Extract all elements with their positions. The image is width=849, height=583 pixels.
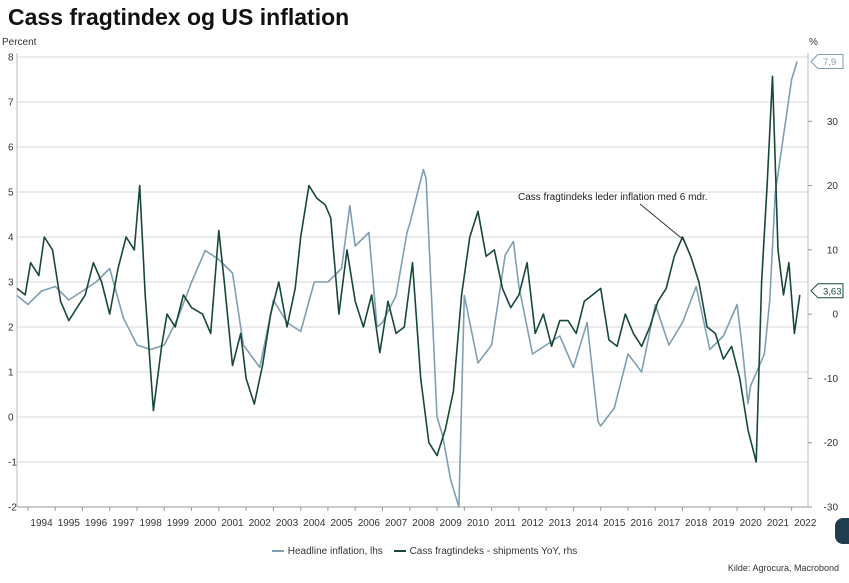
end-label-headline-text: 7,9: [823, 57, 836, 68]
x-tick-label: 2013: [549, 518, 572, 529]
left-tick-label: 0: [8, 413, 14, 424]
x-tick-label: 1998: [140, 518, 163, 529]
x-tick-label: 2005: [330, 518, 353, 529]
x-tick-label: 2007: [385, 518, 408, 529]
x-tick-label: 2001: [221, 518, 244, 529]
left-tick-label: 7: [8, 98, 14, 109]
series-layer: [16, 61, 801, 508]
left-tick-label: 8: [8, 53, 14, 64]
right-tick-label: -20: [824, 438, 839, 449]
left-tick-label: -1: [8, 458, 17, 469]
x-tick-label: 2000: [194, 518, 217, 529]
x-tick-label: 2019: [712, 518, 735, 529]
x-tick-label: 2002: [249, 518, 272, 529]
right-axis: -30 -20 -10 0 10 20 30%: [808, 37, 838, 514]
x-tick-label: 2016: [630, 518, 653, 529]
corner-logo-tab[interactable]: [835, 518, 849, 544]
legend-swatch-cass: [393, 550, 406, 552]
left-axis-label: Percent: [2, 37, 37, 48]
x-tick-label: 1995: [58, 518, 81, 529]
legend-label-cass: Cass fragtindeks - shipments YoY, rhs: [409, 545, 578, 557]
left-tick-label: 2: [8, 323, 14, 334]
x-tick-label: 2017: [658, 518, 681, 529]
x-tick-label: 2008: [412, 518, 435, 529]
left-tick-label: 3: [8, 278, 14, 289]
right-tick-label: 10: [827, 245, 839, 256]
x-tick-label: 2022: [794, 518, 817, 529]
series-line-cass-fragtindeks: [16, 75, 801, 463]
x-tick-label: 2020: [740, 518, 763, 529]
x-tick-label: 2003: [276, 518, 299, 529]
right-tick-label: 0: [832, 310, 838, 321]
grid-lines: [16, 53, 809, 508]
left-axis: -2 -1 0 1 2 3 4 5 6 7 8 Percent: [2, 37, 37, 514]
series-line-headline-inflation: [16, 61, 798, 508]
annotation: Cass fragtindeks leder inflation med 6 m…: [518, 192, 708, 242]
right-tick-label: -10: [824, 374, 839, 385]
left-tick-label: 1: [8, 368, 14, 379]
x-tick-label: 1994: [30, 518, 53, 529]
legend-label-headline: Headline inflation, lhs: [287, 545, 383, 557]
end-label-cass-box: [810, 283, 844, 299]
end-label-headline: 7,9: [810, 54, 844, 69]
right-tick-label: 20: [827, 181, 839, 192]
left-tick-label: 4: [8, 233, 14, 244]
end-label-cass: 3,63: [810, 283, 844, 299]
end-labels: 7,9 3,63: [810, 54, 844, 299]
x-tick-label: 2018: [685, 518, 708, 529]
x-tick-label: 2011: [494, 518, 516, 529]
x-tick-label: 1996: [85, 518, 108, 529]
x-tick-label: 2004: [303, 518, 326, 529]
x-tick-label: 2012: [521, 518, 544, 529]
left-tick-label: 5: [8, 188, 14, 199]
end-label-cass-text: 3,63: [823, 286, 842, 297]
right-tick-label: 30: [827, 117, 839, 128]
annotation-arrow: [639, 203, 686, 242]
left-tick-label: 6: [8, 143, 14, 154]
x-axis: 1994 1995 1996 1997 1998 1999 2000 2001 2002 2003…: [27, 507, 817, 529]
x-tick-label: 2009: [440, 518, 463, 529]
x-tick-label: 1997: [112, 518, 135, 529]
x-tick-label: 2021: [767, 518, 790, 529]
x-tick-label: 2010: [467, 518, 490, 529]
x-tick-label: 2015: [603, 518, 626, 529]
legend: Headline inflation, lhs Cass fragtindeks…: [0, 544, 849, 557]
chart-title: Cass fragtindex og US inflation: [8, 4, 350, 30]
legend-item-headline[interactable]: Headline inflation, lhs: [271, 545, 383, 557]
x-tick-label: 2014: [576, 518, 599, 529]
x-tick-label: 1999: [167, 518, 190, 529]
end-label-headline-box: [810, 54, 844, 69]
legend-item-cass[interactable]: Cass fragtindeks - shipments YoY, rhs: [393, 545, 578, 557]
legend-swatch-headline: [271, 550, 284, 552]
source-note: Kilde: Agrocura, Macrobond: [727, 563, 839, 573]
right-axis-label: %: [809, 37, 818, 48]
right-tick-label: -30: [824, 503, 839, 514]
left-tick-label: -2: [8, 503, 17, 514]
annotation-text: Cass fragtindeks leder inflation med 6 m…: [518, 192, 708, 203]
x-tick-label: 2006: [358, 518, 381, 529]
